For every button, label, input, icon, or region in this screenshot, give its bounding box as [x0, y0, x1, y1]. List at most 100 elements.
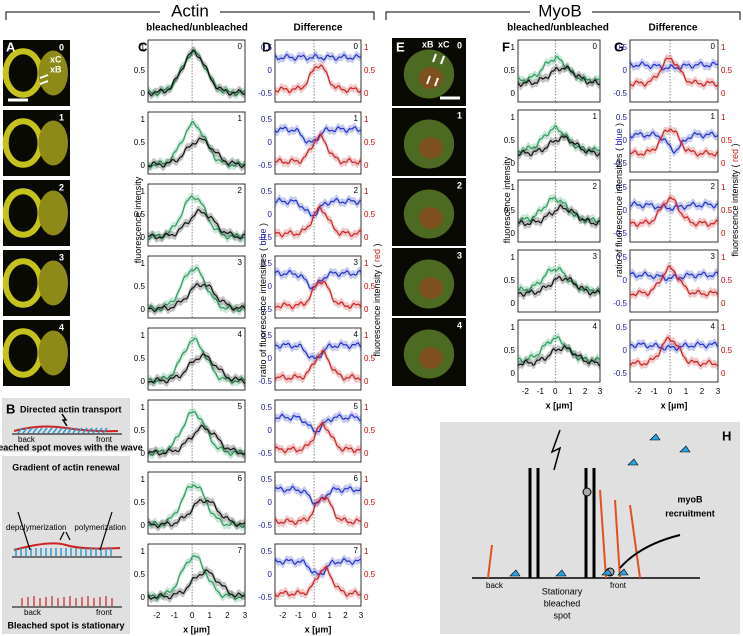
y-tick-label: 1: [364, 115, 369, 124]
x-tick-label: -1: [650, 387, 658, 396]
marker-label: xC: [438, 39, 450, 49]
profile-curve: [517, 204, 601, 227]
error-band: [630, 58, 718, 74]
plot-frame: [147, 471, 246, 535]
error-band: [518, 201, 600, 230]
frame-number: 1: [593, 112, 598, 121]
frame-number: 1: [238, 114, 243, 123]
axis-label-part: fluorescence intensity: [133, 176, 143, 263]
y-tick-label: 0: [511, 229, 516, 238]
frame-number: 2: [354, 186, 359, 195]
axis-label-part: ): [372, 243, 382, 249]
y-tick-label: 1: [141, 259, 146, 268]
filament: [97, 427, 103, 434]
error-band: [148, 334, 245, 388]
y-tick-label: 0.5: [134, 426, 146, 435]
profile-curve: [517, 275, 601, 298]
y-tick-label: 0: [364, 89, 369, 98]
cell: [38, 260, 68, 306]
profile-curve: [274, 349, 362, 381]
panel-label: B: [6, 401, 15, 416]
axis-label-part: blue: [614, 128, 624, 148]
y-tick-label: 0: [268, 354, 273, 363]
x-tick-label: 2: [700, 387, 705, 396]
error-band: [275, 493, 361, 529]
profile-curve: [274, 197, 362, 217]
y-tick-label: 0.5: [364, 498, 376, 507]
myosin: [509, 569, 521, 577]
y-tick-label: 1: [364, 331, 369, 340]
x-tick-label: 3: [243, 611, 248, 620]
y-tick-label: -0.5: [258, 305, 272, 314]
cell: [419, 67, 443, 89]
plot-frame: [147, 183, 246, 247]
y-tick-label: 0.5: [134, 138, 146, 147]
error-band: [630, 268, 718, 285]
plot-frame: [517, 179, 601, 243]
profile-curve: [274, 557, 362, 576]
panel-label: H: [722, 428, 731, 443]
marker-label: xB: [50, 64, 62, 74]
caption: Bleached spot is stationary: [7, 620, 124, 630]
y-tick-label: -0.5: [258, 89, 272, 98]
plot-frame: [629, 179, 719, 243]
y-tick-label: 1: [721, 183, 726, 192]
axis-label-part: red: [372, 249, 382, 265]
y-tick-label: 0.5: [261, 115, 273, 124]
profile-curve: [274, 205, 362, 238]
plot-frame: [147, 543, 246, 607]
frame-number: 4: [711, 322, 716, 331]
frame-number: 0: [711, 42, 716, 51]
profile-curve: [517, 266, 601, 294]
plot-frame: [274, 255, 362, 319]
y-tick-label: 0: [511, 89, 516, 98]
profile-curve: [147, 499, 246, 529]
y-tick-label: 0.5: [504, 66, 516, 75]
axis-label-part: ratio of fluorescence intensities (: [258, 248, 268, 377]
filament: [47, 427, 53, 434]
plot-frame: [147, 399, 246, 463]
label: front: [610, 581, 627, 590]
myosin: [649, 433, 661, 441]
y-tick-label: 0: [141, 593, 146, 602]
filament: [37, 427, 43, 434]
header: Actin: [171, 1, 209, 20]
arrows: [17, 511, 113, 551]
profile-curve: [147, 49, 246, 97]
error-band: [275, 266, 361, 293]
profile-curve: [147, 49, 246, 97]
y-tick-label: -0.5: [258, 449, 272, 458]
cell: [419, 347, 443, 369]
x-tick-label: 0: [668, 387, 673, 396]
y-tick-label: 0.5: [616, 323, 628, 332]
profile-curve: [629, 131, 719, 155]
label: Stationary: [542, 586, 583, 596]
panel-title: Directed actin transport: [20, 404, 122, 414]
x-tick-label: 0: [312, 611, 317, 620]
frame-number: 1: [354, 114, 359, 123]
bracket: [385, 11, 741, 20]
y-tick-label: -0.5: [613, 369, 627, 378]
filament: [82, 427, 88, 434]
axis-label-part: ratio of fluorescence intensities (: [614, 148, 624, 277]
plot-frame: [147, 39, 246, 103]
label: bleached: [544, 598, 581, 608]
plot-frame: [274, 327, 362, 391]
profile-curve: [517, 336, 601, 364]
profile-curve: [517, 135, 601, 158]
profile-curve: [274, 280, 362, 310]
error-band: [148, 481, 245, 532]
x-tick-label: 1: [684, 387, 689, 396]
x-tick-label: 3: [716, 387, 721, 396]
y-tick-label: 1: [721, 43, 726, 52]
frame-number: 7: [238, 546, 243, 555]
y-tick-label: 1: [141, 403, 146, 412]
header: MyoB: [538, 1, 581, 20]
filament: [22, 427, 28, 434]
frame-number: 0: [59, 42, 64, 52]
frame-number: 2: [711, 182, 716, 191]
frame-number: 2: [238, 186, 243, 195]
y-tick-label: 1: [511, 183, 516, 192]
axis-label-part: blue: [258, 228, 268, 248]
